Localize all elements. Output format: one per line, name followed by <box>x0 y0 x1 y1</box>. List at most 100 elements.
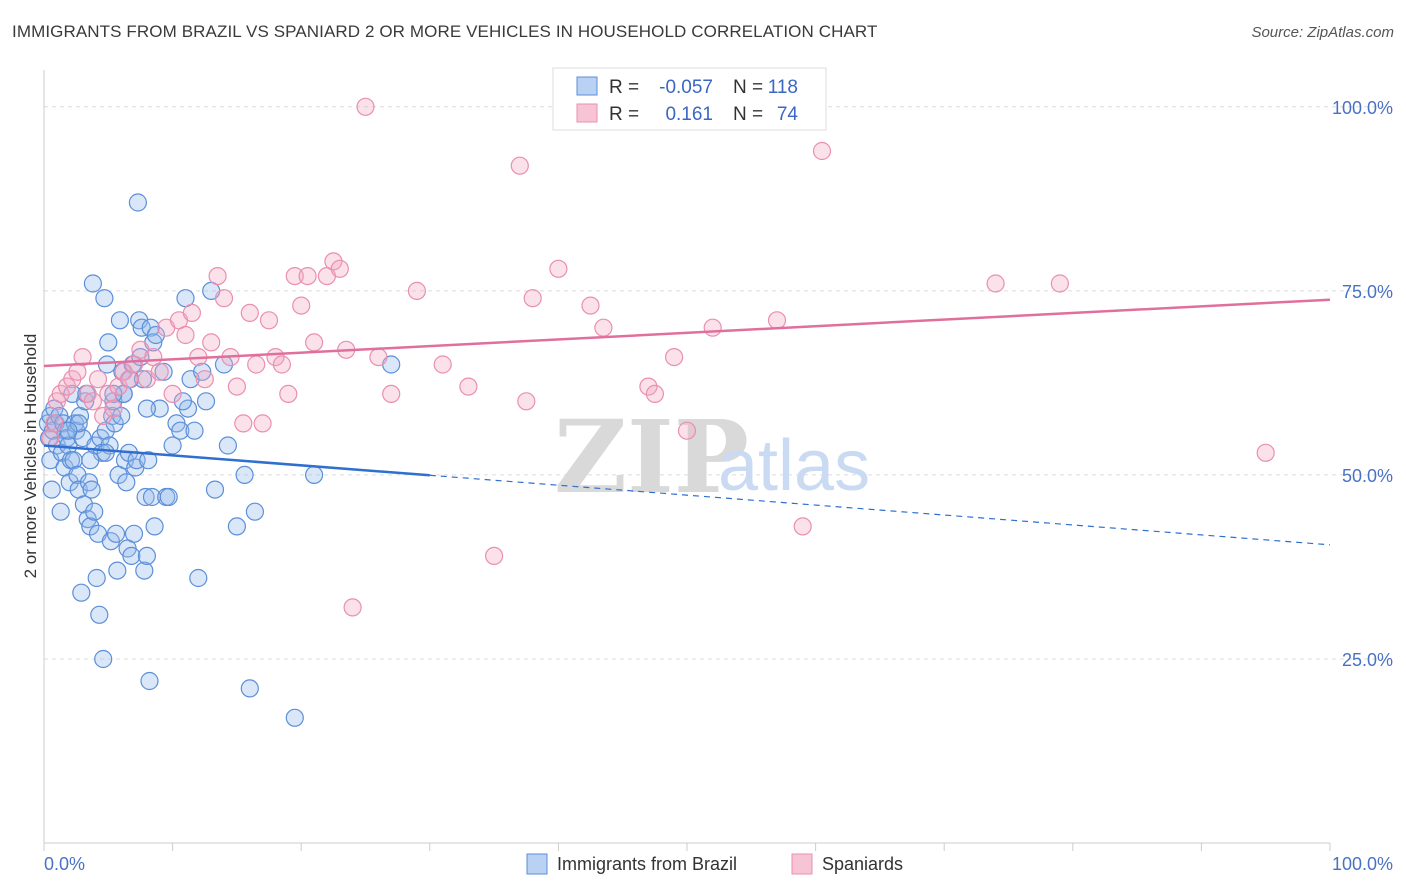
spaniards-point-26 <box>182 303 201 322</box>
brazil-point-87 <box>159 487 178 507</box>
brazil-point-77 <box>137 546 156 566</box>
brazil-point-96 <box>193 362 212 381</box>
brazil-point-31 <box>78 509 97 529</box>
brazil-point-26 <box>72 583 91 602</box>
spaniards-point-21 <box>150 362 169 381</box>
spaniards-point-69 <box>767 311 787 330</box>
brazil-point-83 <box>145 517 164 536</box>
brazil-point-34 <box>82 480 101 499</box>
spaniards-point-3 <box>51 384 70 403</box>
spaniards-point-40 <box>272 355 291 374</box>
legend-swatch-blue <box>576 76 598 96</box>
brazil-trend-line <box>43 444 430 477</box>
brazil-point-78 <box>139 451 158 470</box>
brazil-point-90 <box>171 421 190 440</box>
brazil-point-38 <box>87 568 106 588</box>
y-tick-label-1: 50.0% <box>1342 466 1393 486</box>
spaniards-point-62 <box>581 296 600 315</box>
brazil-point-85 <box>150 399 169 418</box>
watermark: ZIP atlas <box>554 398 870 516</box>
spaniards-point-45 <box>305 333 324 352</box>
spaniards-point-53 <box>382 384 401 403</box>
brazil-point-47 <box>99 333 118 352</box>
legend-n-label-pink: N = <box>733 104 763 125</box>
spaniards-point-50 <box>343 598 362 617</box>
brazil-point-116 <box>154 362 173 381</box>
spaniards-point-68 <box>703 318 722 337</box>
brazil-point-32 <box>79 473 99 492</box>
legend-swatch-pink <box>576 103 598 123</box>
spaniards-trend-line <box>43 298 1331 368</box>
brazil-point-115 <box>137 399 156 418</box>
spaniards-point-59 <box>517 392 536 411</box>
spaniards-point-64 <box>639 377 658 396</box>
y-tick-label-2: 75.0% <box>1342 282 1393 302</box>
spaniards-point-55 <box>433 355 452 374</box>
brazil-point-53 <box>106 524 126 543</box>
bottom-legend-swatch-blue <box>526 853 548 875</box>
bottom-legend-swatch-pink <box>791 853 813 875</box>
brazil-point-105 <box>245 502 264 521</box>
spaniards-point-1 <box>45 414 64 433</box>
spaniards-point-60 <box>523 289 542 308</box>
legend-r-label-pink: R = <box>609 104 639 125</box>
spaniards-point-36 <box>247 355 266 374</box>
brazil-point-88 <box>163 436 182 455</box>
brazil-point-35 <box>83 274 103 293</box>
spaniards-point-51 <box>356 97 375 116</box>
spaniards-point-54 <box>407 281 426 300</box>
spaniards-point-70 <box>793 517 812 536</box>
bottom-legend: Immigrants from Brazil Spaniards <box>526 853 903 875</box>
spaniards-point-44 <box>298 267 317 286</box>
brazil-point-29 <box>76 392 95 411</box>
x-tick-label-1: 100.0% <box>1332 854 1393 874</box>
top-legend: R = -0.057 N = 118 R = 0.161 N = 74 <box>552 67 827 131</box>
brazil-trend-line-dashed <box>429 474 1331 546</box>
bottom-legend-label-pink: Spaniards <box>822 854 903 874</box>
brazil-point-79 <box>140 671 159 691</box>
spaniards-point-13 <box>104 399 123 418</box>
spaniards-point-29 <box>202 333 221 352</box>
spaniards-point-41 <box>279 384 298 403</box>
brazil-point-97 <box>196 392 216 411</box>
brazil-point-44 <box>95 289 114 308</box>
spaniards-point-30 <box>208 267 227 286</box>
brazil-point-84 <box>146 325 165 345</box>
brazil-point-57 <box>112 406 131 426</box>
grid-lines <box>44 106 1392 660</box>
brazil-point-56 <box>110 311 130 330</box>
brazil-point-101 <box>218 436 237 455</box>
x-tick-label-0: 0.0% <box>44 854 85 874</box>
watermark-zip: ZIP <box>554 398 749 516</box>
brazil-point-61 <box>117 473 136 492</box>
brazil-point-28 <box>74 495 94 514</box>
spaniards-point-63 <box>594 318 613 337</box>
axes <box>43 70 1331 851</box>
spaniards-point-42 <box>285 267 304 286</box>
brazil-point-70 <box>128 193 147 212</box>
brazil-point-99 <box>205 480 225 499</box>
brazil-point-4 <box>42 480 61 499</box>
spaniards-point-34 <box>234 414 253 433</box>
brazil-point-117 <box>173 392 192 411</box>
brazil-point-94 <box>185 421 204 440</box>
brazil-point-10 <box>51 502 70 521</box>
legend-n-value-blue: 118 <box>768 77 798 98</box>
spaniards-point-74 <box>1256 443 1275 462</box>
spaniards-point-73 <box>1050 274 1070 293</box>
legend-n-value-pink: 74 <box>777 104 799 125</box>
x-tick-labels: 0.0% 100.0% <box>44 854 1393 874</box>
spaniards-point-43 <box>292 296 311 315</box>
spaniards-point-71 <box>812 141 832 161</box>
chart-title: IMMIGRANTS FROM BRAZIL VS SPANIARD 2 OR … <box>12 22 878 41</box>
brazil-point-46 <box>97 355 117 374</box>
spaniards-point-23 <box>163 384 182 403</box>
brazil-point-43 <box>94 649 113 669</box>
brazil-point-75 <box>135 561 154 580</box>
legend-n-label-blue: N = <box>733 77 763 98</box>
spaniards-point-11 <box>94 406 113 426</box>
brazil-point-103 <box>235 465 254 484</box>
brazil-point-107 <box>305 465 324 484</box>
spaniards-point-58 <box>510 156 529 175</box>
